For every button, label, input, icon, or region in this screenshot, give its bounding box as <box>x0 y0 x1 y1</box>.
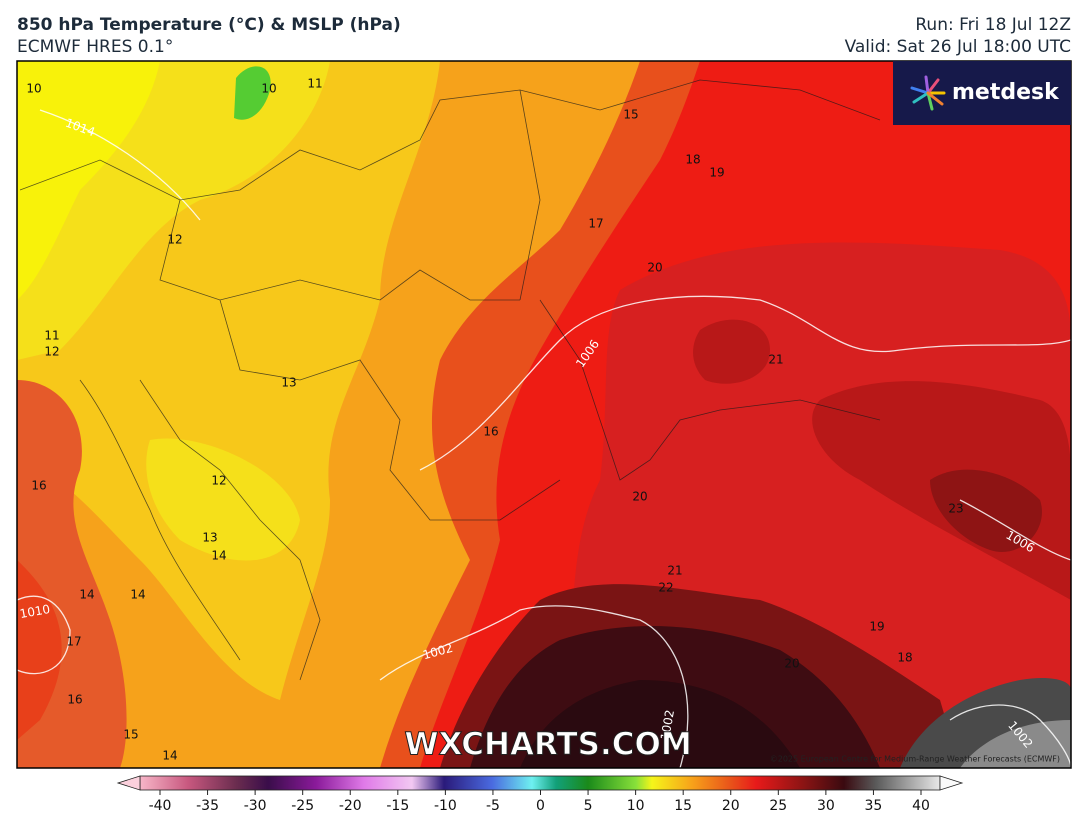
temperature-label: 13 <box>202 531 217 545</box>
temperature-label: 11 <box>307 77 322 91</box>
field-red-west <box>17 560 62 740</box>
colorbar-tick-label: 25 <box>769 798 787 814</box>
temperature-label: 17 <box>66 635 81 649</box>
colorbar-tick-label: -10 <box>434 798 457 814</box>
colorbar-tick-label: -15 <box>386 798 409 814</box>
colorbar-tick-label: -40 <box>149 798 172 814</box>
colorbar-tick-label: 10 <box>627 798 645 814</box>
temperature-label: 12 <box>211 474 226 488</box>
valid-time: Valid: Sat 26 Jul 18:00 UTC <box>845 37 1071 57</box>
copyright: ©2025 European Centre for Medium-Range W… <box>770 755 1060 764</box>
field-crimson <box>693 319 770 384</box>
temperature-label: 19 <box>709 166 724 180</box>
temperature-label: 20 <box>647 261 662 275</box>
temperature-label: 16 <box>483 425 498 439</box>
logo-box <box>893 61 1071 125</box>
temperature-label: 10 <box>26 82 41 96</box>
temperature-label: 11 <box>44 329 59 343</box>
colorbar-tick-label: -30 <box>244 798 267 814</box>
colorbar-tick-label: -20 <box>339 798 362 814</box>
colorbar-tick-label: 35 <box>865 798 883 814</box>
temperature-label: 19 <box>869 620 884 634</box>
subtitle: ECMWF HRES 0.1° <box>17 37 173 57</box>
temperature-label: 10 <box>261 82 276 96</box>
field-darkest <box>520 680 800 768</box>
temperature-label: 16 <box>31 479 46 493</box>
temperature-label: 14 <box>211 549 226 563</box>
colorbar-tick-label: -25 <box>291 798 314 814</box>
colorbar-tick-label: 30 <box>817 798 835 814</box>
colorbar-tick-label: 40 <box>912 798 930 814</box>
temperature-labels: 10 10 11 15 18 19 17 20 12 11 12 13 21 16 16 12 20 23 13 14… <box>26 77 963 763</box>
title: 850 hPa Temperature (°C) & MSLP (hPa) <box>17 15 401 35</box>
temperature-label: 14 <box>130 588 145 602</box>
map-frame <box>16 60 1072 769</box>
temperature-label: 14 <box>79 588 94 602</box>
colorbar-tick-label: 15 <box>674 798 692 814</box>
logo-text: metdesk <box>952 80 1060 105</box>
temperature-label: 17 <box>588 217 603 231</box>
temperature-label: 18 <box>897 651 912 665</box>
temperature-label: 18 <box>685 153 700 167</box>
temperature-label: 13 <box>281 376 296 390</box>
field-light-grey <box>960 720 1071 768</box>
temperature-label: 21 <box>667 564 682 578</box>
colorbar-scale <box>139 775 941 791</box>
temperature-label: 12 <box>167 233 182 247</box>
temperature-label: 21 <box>768 353 783 367</box>
temperature-label: 15 <box>623 108 638 122</box>
logo-icon <box>910 75 946 111</box>
pressure-label: 1010 <box>19 602 52 621</box>
temperature-label: 20 <box>632 490 647 504</box>
temperature-label: 14 <box>162 749 177 763</box>
run-time: Run: Fri 18 Jul 12Z <box>915 15 1071 35</box>
borders <box>19 79 881 681</box>
pressure-label: 1002 <box>658 709 677 742</box>
colorbar-tick-label: 5 <box>584 798 593 814</box>
temperature-label: 23 <box>948 502 963 516</box>
field-green <box>234 66 271 120</box>
temperature-label: 20 <box>784 657 799 671</box>
temperature-label: 22 <box>658 581 673 595</box>
colorbar: -40 -35 -30 -25 -20 -15 -10 -5 0 5 10 15 20 25 30 35 40 <box>116 775 964 814</box>
colorbar-tick-label: -35 <box>196 798 219 814</box>
isobars <box>17 109 1071 768</box>
colorbar-tick-label: 0 <box>536 798 545 814</box>
watermark: WXCHARTS.COM <box>404 727 691 763</box>
field-yellow-2 <box>146 438 300 561</box>
colorbar-tick-label: -5 <box>486 798 500 814</box>
temperature-label: 12 <box>44 345 59 359</box>
temperature-label: 16 <box>67 693 82 707</box>
colorbar-tick-label: 20 <box>722 798 740 814</box>
colorbar-low-end <box>116 775 141 791</box>
colorbar-high-end <box>939 775 964 791</box>
field-bright-yellow <box>17 61 160 300</box>
temperature-label: 15 <box>123 728 138 742</box>
